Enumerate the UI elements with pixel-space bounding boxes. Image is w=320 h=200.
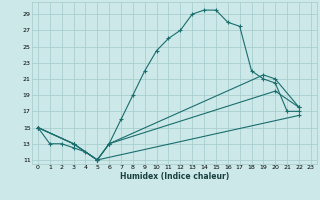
- X-axis label: Humidex (Indice chaleur): Humidex (Indice chaleur): [120, 172, 229, 181]
